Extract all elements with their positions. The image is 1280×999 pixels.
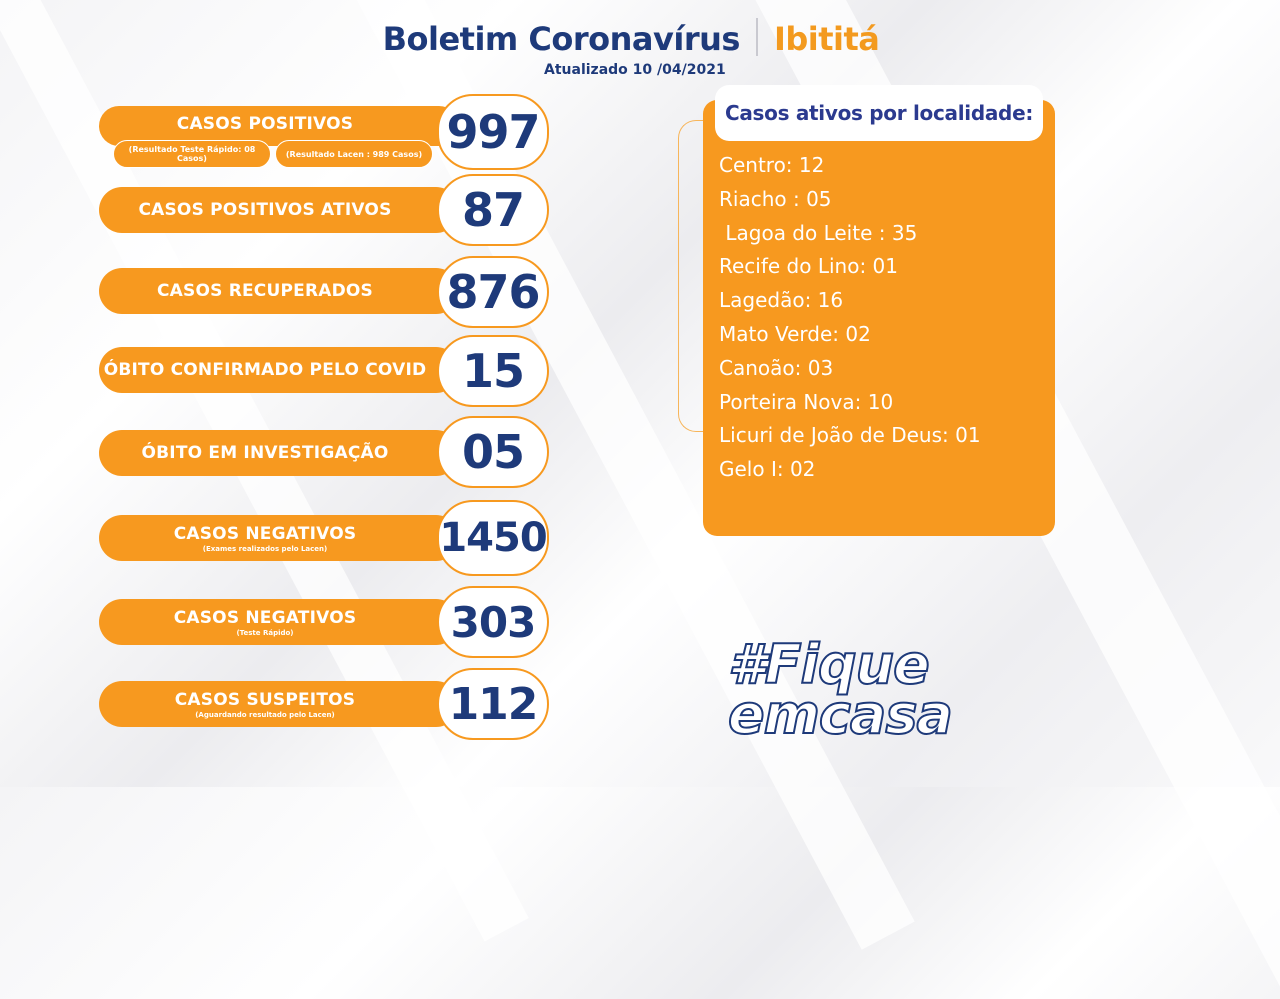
- stat-sublabel: (Aguardando resultado pelo Lacen): [195, 710, 335, 719]
- locality-item: Mato Verde: 02: [719, 321, 871, 346]
- locality-item: Centro: 12: [719, 153, 825, 177]
- stat-row-positive: CASOS POSITIVOS (Resultado Teste Rápido:…: [99, 94, 553, 174]
- stat-row-deaths: ÓBITO CONFIRMADO PELO COVID 15: [99, 335, 553, 409]
- stat-row-investigation: ÓBITO EM INVESTIGAÇÃO 05: [99, 416, 553, 490]
- stat-value: 05: [437, 416, 549, 488]
- stat-pill: ÓBITO CONFIRMADO PELO COVID: [99, 347, 459, 393]
- stat-pill: CASOS NEGATIVOS (Teste Rápido): [99, 599, 459, 645]
- locality-item: Porteira Nova: 10: [719, 389, 894, 414]
- stat-label: CASOS NEGATIVOS: [173, 523, 357, 544]
- stat-pill: CASOS POSITIVOS ATIVOS: [99, 187, 459, 233]
- stat-value: 1450: [437, 500, 549, 576]
- stat-pill: CASOS SUSPEITOS (Aguardando resultado pe…: [99, 681, 459, 727]
- mini-pill-lacen: (Resultado Lacen : 989 Casos): [275, 140, 433, 168]
- locality-item: Lagoa do Leite : 35: [719, 220, 918, 245]
- stat-sublabel: (Exames realizados pelo Lacen): [202, 544, 328, 553]
- stat-pill: ÓBITO EM INVESTIGAÇÃO: [99, 430, 459, 476]
- stat-row-recovered: CASOS RECUPERADOS 876: [99, 256, 553, 330]
- title-text: Boletim Coronavírus: [382, 20, 741, 58]
- stat-row-negative-rapid: CASOS NEGATIVOS (Teste Rápido) 303: [99, 586, 553, 660]
- stat-label: CASOS SUSPEITOS: [174, 689, 356, 710]
- stat-label: ÓBITO CONFIRMADO PELO COVID: [103, 360, 427, 380]
- stat-label: CASOS POSITIVOS: [176, 114, 354, 134]
- stat-row-active: CASOS POSITIVOS ATIVOS 87: [99, 174, 553, 248]
- updated-date: Atualizado 10 /04/2021: [544, 62, 726, 78]
- hashtag-line-1: #Fique: [727, 633, 931, 696]
- bulletin-title: Boletim Coronavírus Ibititá: [0, 18, 1262, 58]
- panel-bracket: [678, 120, 718, 432]
- hashtag-fique-em-casa: #Fique emcasa: [727, 633, 988, 746]
- stat-label: CASOS RECUPERADOS: [157, 281, 373, 301]
- hashtag-line-2: emcasa: [727, 683, 954, 746]
- title-separator: [755, 18, 758, 56]
- localities-list: Centro: 12 Riacho : 05 Lagoa do Leite : …: [719, 150, 981, 488]
- locality-item: Lagedão: 16: [719, 288, 844, 313]
- stat-pill: CASOS RECUPERADOS: [99, 268, 459, 314]
- stat-pill: CASOS NEGATIVOS (Exames realizados pelo …: [99, 515, 459, 561]
- stat-label: ÓBITO EM INVESTIGAÇÃO: [141, 443, 389, 463]
- stat-value: 112: [437, 668, 549, 740]
- locality-item: Gelo I: 02: [719, 457, 816, 482]
- stat-value: 303: [437, 586, 549, 658]
- stat-row-negative-lacen: CASOS NEGATIVOS (Exames realizados pelo …: [99, 500, 553, 576]
- stat-pill: CASOS POSITIVOS: [99, 106, 459, 146]
- stat-row-suspected: CASOS SUSPEITOS (Aguardando resultado pe…: [99, 668, 553, 742]
- stat-sublabel: (Teste Rápido): [236, 628, 294, 637]
- stat-label: CASOS NEGATIVOS: [173, 607, 357, 628]
- stat-value: 876: [437, 256, 549, 328]
- city-name: Ibititá: [773, 20, 880, 58]
- stat-value: 87: [437, 174, 549, 246]
- stat-label: CASOS POSITIVOS ATIVOS: [138, 200, 392, 220]
- locality-item: Canoão: 03: [719, 355, 834, 380]
- stat-value: 15: [437, 335, 549, 407]
- localities-title: Casos ativos por localidade:: [715, 85, 1043, 141]
- mini-pill-rapid-test: (Resultado Teste Rápido: 08 Casos): [113, 140, 271, 168]
- localities-panel: [703, 100, 1055, 536]
- locality-item: Recife do Lino: 01: [719, 254, 899, 279]
- locality-item: Licuri de João de Deus: 01: [719, 423, 981, 448]
- stat-value: 997: [437, 94, 549, 170]
- locality-item: Riacho : 05: [719, 186, 832, 211]
